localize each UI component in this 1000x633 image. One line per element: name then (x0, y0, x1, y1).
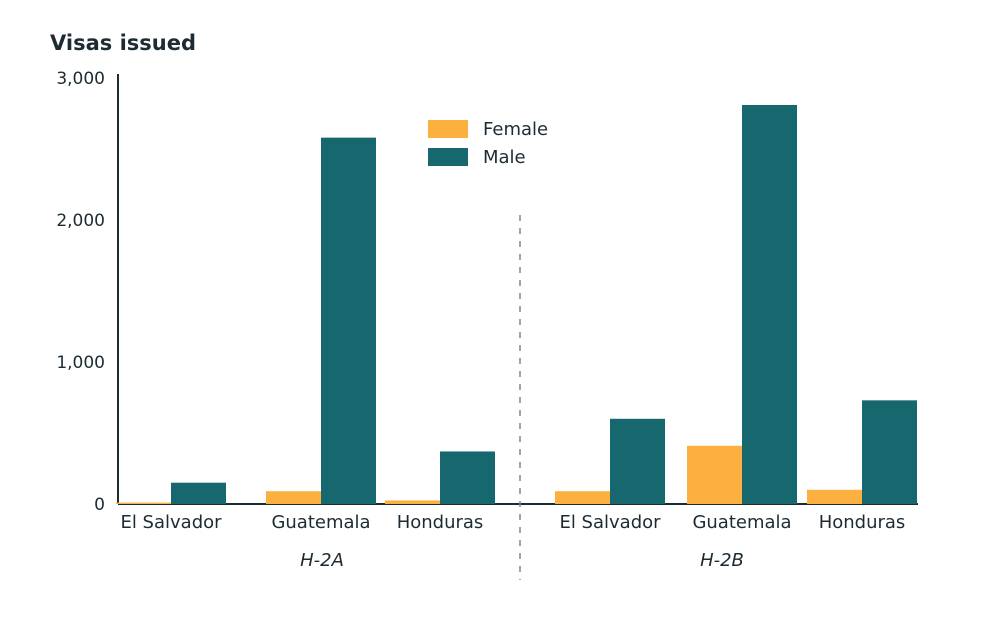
y-axis-label: Visas issued (50, 31, 196, 55)
bar-male-h-2b-guatemala (742, 104, 797, 504)
category-labels: El Salvador Guatemala Honduras El Salvador G… (120, 512, 905, 533)
group-labels: H-2A H-2B (300, 550, 744, 571)
group-label: H-2A (300, 550, 344, 571)
bar-male-h-2a-honduras (440, 451, 495, 504)
bar-male-h-2a-guatemala (321, 137, 376, 504)
bars (116, 104, 917, 504)
legend-label-male: Male (483, 147, 526, 168)
category-label: Honduras (819, 512, 906, 533)
bar-male-h-2b-el-salvador (610, 418, 665, 504)
category-label: Guatemala (692, 512, 791, 533)
legend-swatch-male (428, 148, 468, 166)
group-label: H-2B (700, 550, 744, 571)
bar-female-h-2a-guatemala (266, 491, 321, 504)
bar-female-h-2b-guatemala (687, 445, 742, 504)
bar-female-h-2a-honduras (385, 500, 440, 504)
bar-male-h-2a-el-salvador (171, 482, 226, 504)
category-label: El Salvador (559, 512, 661, 533)
y-tick-label: 2,000 (56, 211, 105, 231)
category-label: El Salvador (120, 512, 222, 533)
bar-female-h-2b-honduras (807, 489, 862, 504)
legend-swatch-female (428, 120, 468, 138)
category-label: Honduras (397, 512, 484, 533)
y-tick-label: 3,000 (56, 69, 105, 89)
legend-label-female: Female (483, 119, 548, 140)
bar-female-h-2a-el-salvador (116, 502, 171, 504)
legend: Female Male (428, 119, 548, 168)
y-ticks: 0 1,000 2,000 3,000 (56, 69, 105, 515)
bar-female-h-2b-el-salvador (555, 491, 610, 504)
y-tick-label: 0 (94, 495, 105, 515)
y-tick-label: 1,000 (56, 353, 105, 373)
bar-male-h-2b-honduras (862, 400, 917, 504)
category-label: Guatemala (271, 512, 370, 533)
